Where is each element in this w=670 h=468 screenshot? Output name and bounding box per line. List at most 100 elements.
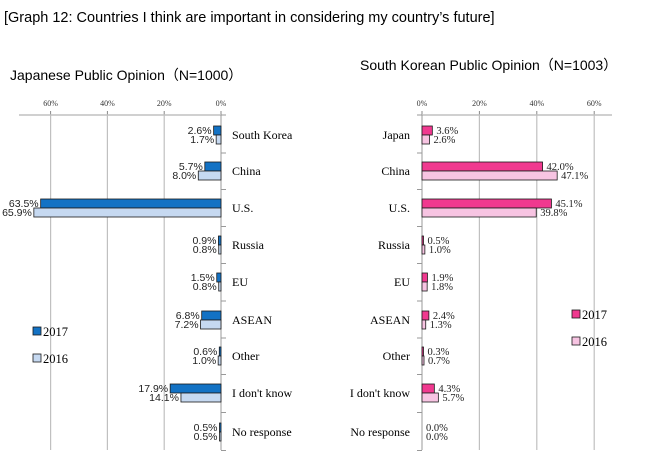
jp-bar-2017	[40, 198, 222, 209]
jp-data-label-2016: 8.0%	[172, 170, 196, 182]
kr-bar-2016	[421, 134, 430, 145]
kr-bar-2016	[421, 392, 439, 403]
kr-bar-2017	[421, 125, 433, 136]
kr-x-tick-label: 40%	[529, 99, 544, 108]
jp-category-label: ASEAN	[232, 313, 272, 327]
jp-bar-2016	[218, 281, 222, 292]
kr-data-label-2017: 0.3%	[428, 347, 450, 358]
jp-legend-label-2017: 2017	[43, 325, 68, 339]
jp-bar-2016	[200, 319, 222, 330]
kr-category-label: EU	[394, 275, 410, 289]
jp-bar-2017	[216, 272, 222, 283]
jp-bar-2017	[204, 161, 222, 172]
kr-bar-2016	[421, 244, 426, 255]
jp-data-label-2016: 0.8%	[193, 281, 217, 293]
kr-category-label: Other	[383, 349, 410, 363]
jp-category-label: China	[232, 164, 261, 178]
kr-legend-label-2016: 2016	[582, 335, 607, 349]
jp-legend-label-2016: 2016	[43, 352, 68, 366]
kr-bar-2017	[421, 310, 430, 321]
jp-bar-2016	[180, 392, 222, 403]
kr-category-label: U.S.	[389, 201, 410, 215]
jp-data-label-2016: 0.8%	[193, 244, 217, 256]
jp-data-label-2017: 0.6%	[193, 346, 217, 358]
jp-data-label-2017: 0.5%	[194, 422, 218, 434]
kr-category-label: ASEAN	[370, 313, 410, 327]
kr-data-label-2016: 1.3%	[430, 320, 452, 331]
jp-data-label-2016: 1.7%	[190, 134, 214, 146]
jp-bar-2017	[218, 235, 222, 246]
kr-bar-2017	[421, 161, 543, 172]
kr-category-label: Russia	[378, 238, 411, 252]
kr-bar-2017	[421, 272, 428, 283]
kr-data-label-2016: 39.8%	[540, 208, 567, 219]
kr-x-tick-label: 0%	[417, 99, 428, 108]
kr-bar-2017	[421, 346, 424, 357]
jp-bar-2017	[213, 125, 222, 136]
kr-category-label: No response	[350, 425, 410, 439]
kr-x-tick-label: 60%	[587, 99, 602, 108]
jp-x-tick-label: 0%	[216, 99, 227, 108]
chart-title: [Graph 12: Countries I think are importa…	[4, 10, 495, 26]
kr-bar-2016	[421, 281, 428, 292]
kr-bar-2016	[421, 319, 427, 330]
jp-data-label-2017: 17.9%	[138, 383, 168, 395]
jp-data-label-2017: 6.8%	[176, 310, 200, 322]
jp-x-tick-label: 20%	[157, 99, 172, 108]
jp-bar-2017	[218, 346, 222, 357]
kr-data-label-2017: 0.5%	[428, 236, 450, 247]
kr-data-label-2016: 1.8%	[431, 282, 453, 293]
kr-legend-swatch-2016	[571, 336, 581, 346]
jp-data-label-2017: 2.6%	[188, 125, 212, 137]
jp-category-label: Other	[232, 349, 259, 363]
jp-legend-swatch-2016	[32, 353, 42, 363]
jp-bar-2016	[197, 170, 222, 181]
kr-x-tick-label: 20%	[472, 99, 487, 108]
jp-bar-2016	[215, 134, 222, 145]
kr-bar-2016	[421, 207, 537, 218]
jp-data-label-2017: 63.5%	[9, 198, 39, 210]
jp-category-label: I don't know	[232, 386, 292, 400]
kr-category-label: China	[381, 164, 410, 178]
jp-data-label-2017: 0.9%	[193, 235, 217, 247]
kr-data-label-2016: 2.6%	[433, 135, 455, 146]
kr-bar-2017	[421, 235, 424, 246]
kr-bar-2017	[421, 383, 435, 394]
jp-data-label-2016: 14.1%	[149, 392, 179, 404]
jp-category-label: South Korea	[232, 128, 293, 142]
kr-data-label-2017: 4.3%	[438, 384, 460, 395]
kr-data-label-2016: 5.7%	[442, 393, 464, 404]
jp-bar-2016	[33, 207, 222, 218]
kr-data-label-2016: 0.7%	[428, 356, 450, 367]
kr-data-label-2017: 42.0%	[547, 162, 574, 173]
jp-x-tick-label: 60%	[43, 99, 58, 108]
kr-panel-title: South Korean Public Opinion（N=1003）	[360, 57, 617, 73]
kr-data-label-2016: 1.0%	[429, 245, 451, 256]
kr-data-label-2017: 0.0%	[426, 423, 448, 434]
kr-data-label-2016: 0.0%	[426, 432, 448, 443]
jp-data-label-2016: 1.0%	[192, 355, 216, 367]
jp-data-label-2016: 65.9%	[2, 207, 32, 219]
jp-bar-2016	[218, 244, 222, 255]
jp-bar-2017	[201, 310, 222, 321]
jp-category-label: No response	[232, 425, 292, 439]
kr-data-label-2017: 1.9%	[431, 273, 453, 284]
jp-data-label-2017: 1.5%	[191, 272, 215, 284]
jp-category-label: EU	[232, 275, 248, 289]
kr-bar-2016	[421, 355, 425, 366]
jp-data-label-2016: 7.2%	[175, 319, 199, 331]
jp-bar-2017	[219, 422, 222, 433]
jp-x-tick-label: 40%	[100, 99, 115, 108]
kr-bar-2017	[421, 198, 552, 209]
jp-bar-2016	[217, 355, 222, 366]
kr-legend-swatch-2017	[571, 309, 581, 319]
kr-category-label: Japan	[383, 128, 410, 142]
kr-data-label-2016: 47.1%	[561, 171, 588, 182]
kr-legend-label-2017: 2017	[582, 308, 607, 322]
jp-bar-2016	[219, 431, 222, 442]
jp-category-label: U.S.	[232, 201, 253, 215]
jp-panel-title: Japanese Public Opinion（N=1000）	[10, 67, 242, 83]
kr-data-label-2017: 45.1%	[555, 199, 582, 210]
jp-data-label-2016: 0.5%	[194, 431, 218, 443]
